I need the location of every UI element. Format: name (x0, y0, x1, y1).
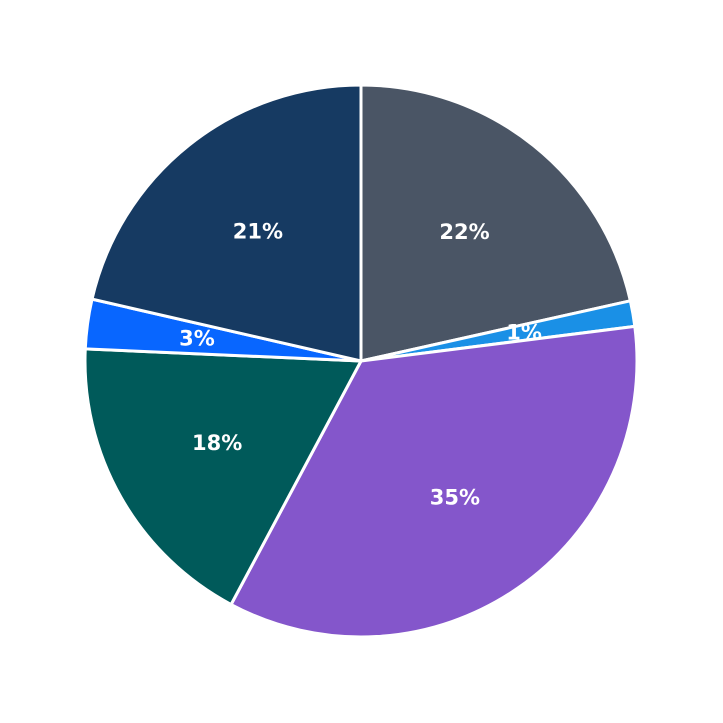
pie-slice-0 (359, 83, 632, 363)
slice-label-2: 35% (430, 485, 480, 509)
slice-label-1: 1% (506, 321, 542, 345)
slice-label-0: 22% (439, 220, 489, 244)
pie-slice-3 (83, 347, 363, 607)
pie-slice-5 (90, 83, 363, 363)
pie-labels: 22% 1% 35% 18% 3% 21% (179, 219, 542, 509)
pie-slices (83, 83, 639, 639)
slice-label-3: 18% (192, 431, 242, 455)
slice-label-5: 21% (233, 219, 283, 243)
pie-slice-2 (229, 324, 639, 639)
slice-label-4: 3% (179, 327, 215, 351)
